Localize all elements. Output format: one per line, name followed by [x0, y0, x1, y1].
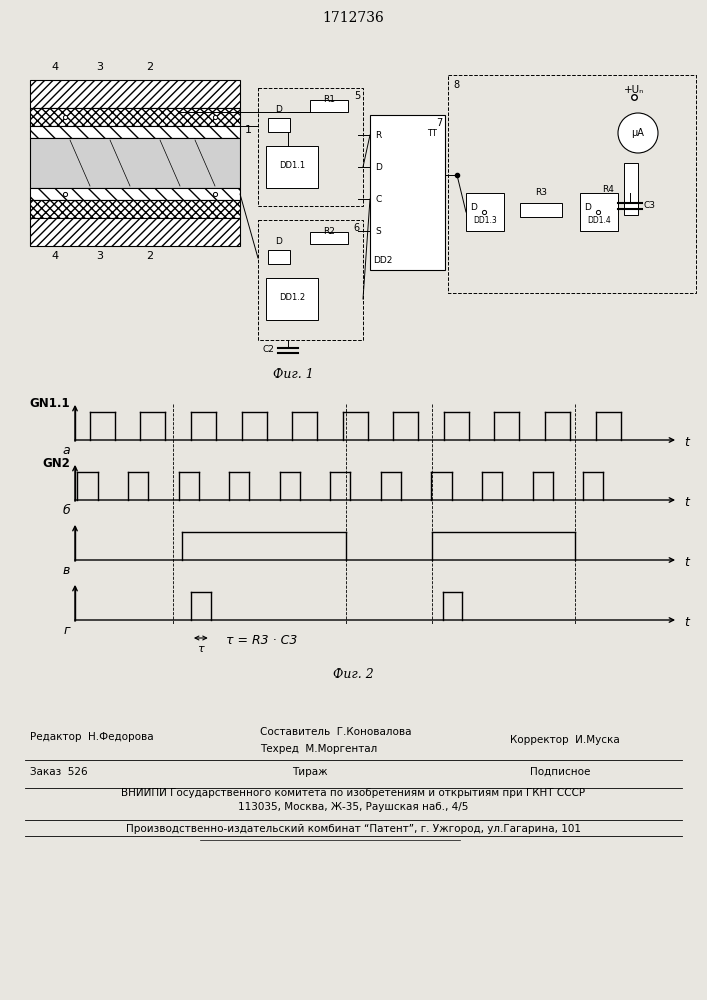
Bar: [370, 115, 445, 270]
Text: D: D: [276, 105, 282, 114]
Text: +Uₙ: +Uₙ: [624, 85, 644, 95]
Text: τ = R3 · C3: τ = R3 · C3: [226, 635, 297, 648]
Bar: [448, 75, 696, 293]
Bar: [258, 220, 363, 340]
Bar: [624, 163, 638, 215]
Bar: [266, 146, 318, 188]
Text: г: г: [64, 624, 70, 637]
Circle shape: [618, 113, 658, 153]
Text: Тираж: Тираж: [292, 767, 328, 777]
Text: C3: C3: [644, 202, 656, 211]
Bar: [268, 118, 290, 132]
Text: R4: R4: [602, 184, 614, 194]
Text: Производственно-издательский комбинат “Патент”, г. Ужгород, ул.Гагарина, 101: Производственно-издательский комбинат “П…: [126, 824, 581, 834]
Text: Корректор  И.Муска: Корректор И.Муска: [510, 735, 620, 745]
Text: 3: 3: [96, 62, 103, 72]
Text: D: D: [585, 202, 592, 212]
Text: R3: R3: [535, 188, 547, 197]
Text: TT: TT: [427, 128, 437, 137]
Text: 7: 7: [436, 118, 442, 128]
Text: DD1.1: DD1.1: [279, 161, 305, 170]
Bar: [30, 188, 240, 200]
Text: Подписное: Подписное: [530, 767, 590, 777]
Text: R: R: [375, 130, 381, 139]
Text: Техред  М.Моргентал: Техред М.Моргентал: [260, 744, 378, 754]
Bar: [310, 232, 348, 244]
Text: GN2: GN2: [42, 457, 70, 470]
Bar: [580, 193, 618, 231]
Text: D: D: [471, 202, 477, 212]
Bar: [310, 100, 348, 112]
Bar: [266, 278, 318, 320]
Text: ВНИИПИ Государственного комитета по изобретениям и открытиям при ГКНТ СССР: ВНИИПИ Государственного комитета по изоб…: [122, 788, 585, 798]
Text: 8: 8: [453, 80, 459, 90]
Text: 1712736: 1712736: [322, 11, 385, 25]
Text: D: D: [276, 237, 282, 246]
Text: 3: 3: [96, 251, 103, 261]
Text: б: б: [62, 504, 70, 517]
Text: Заказ  526: Заказ 526: [30, 767, 88, 777]
Text: C: C: [375, 194, 381, 204]
Text: Фиг. 1: Фиг. 1: [273, 368, 313, 381]
Bar: [520, 203, 562, 217]
Text: Редактор  Н.Федорова: Редактор Н.Федорова: [30, 732, 153, 742]
Text: S: S: [375, 227, 381, 235]
Text: DD1.3: DD1.3: [473, 216, 497, 225]
Bar: [466, 193, 504, 231]
Bar: [268, 250, 290, 264]
Text: 113035, Москва, Ж-35, Раушская наб., 4/5: 113035, Москва, Ж-35, Раушская наб., 4/5: [238, 802, 469, 812]
Text: 2: 2: [146, 251, 153, 261]
Bar: [30, 218, 240, 246]
Text: 5: 5: [354, 91, 360, 101]
Text: DD1.2: DD1.2: [279, 293, 305, 302]
Text: Фиг. 2: Фиг. 2: [333, 668, 374, 681]
Text: 6: 6: [354, 223, 360, 233]
Bar: [30, 80, 240, 108]
Text: DD2: DD2: [373, 256, 392, 265]
Bar: [30, 200, 240, 218]
Text: t: t: [684, 556, 689, 568]
Text: t: t: [684, 436, 689, 448]
Text: GN1.1: GN1.1: [30, 397, 70, 410]
Text: DD1.4: DD1.4: [587, 216, 611, 225]
Bar: [30, 126, 240, 138]
Text: C2: C2: [262, 346, 274, 355]
Text: t: t: [684, 495, 689, 508]
Text: D: D: [375, 162, 382, 172]
Bar: [30, 138, 240, 188]
Text: 4: 4: [52, 62, 59, 72]
Bar: [30, 108, 240, 126]
Text: 2: 2: [146, 62, 153, 72]
Text: τ: τ: [197, 644, 204, 654]
Text: a: a: [62, 444, 70, 457]
Text: μA: μA: [631, 128, 645, 138]
Text: 1: 1: [245, 125, 252, 135]
Text: Составитель  Г.Коновалова: Составитель Г.Коновалова: [260, 727, 411, 737]
Text: R1: R1: [323, 95, 335, 104]
Text: в: в: [63, 564, 70, 577]
Text: 4: 4: [52, 251, 59, 261]
Text: t: t: [684, 615, 689, 629]
Bar: [258, 88, 363, 206]
Text: R2: R2: [323, 227, 335, 236]
